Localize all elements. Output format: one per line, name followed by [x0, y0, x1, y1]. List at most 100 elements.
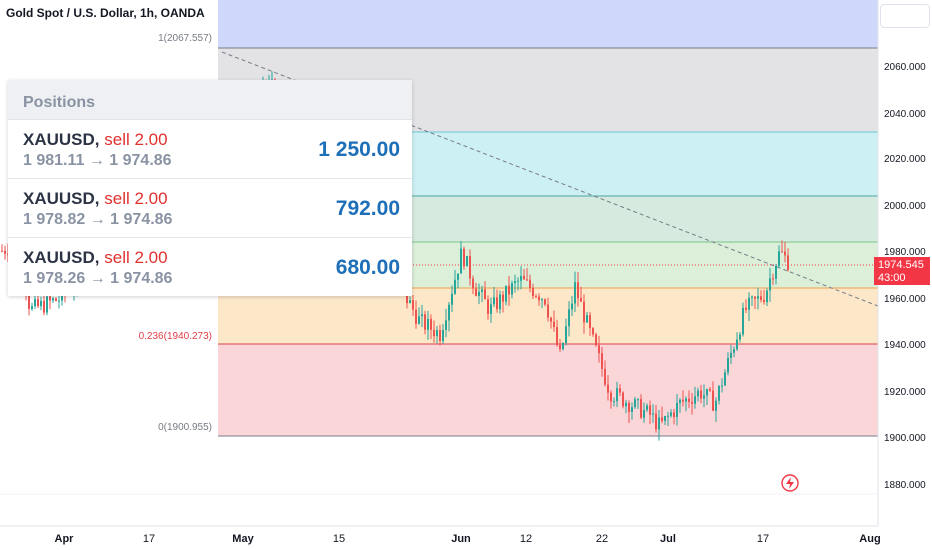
fib-label-top: 1(2067.557) — [158, 33, 212, 44]
position-symbol: XAUUSD — [23, 130, 95, 149]
candle-body — [577, 282, 579, 299]
position-prices: 1 981.11 → 1 974.86 — [23, 152, 172, 169]
candle-body — [484, 289, 486, 300]
position-label: XAUUSD, sell 2.00 — [23, 130, 168, 150]
price-scale[interactable]: 2060.000 2040.000 2020.000 2000.000 1980… — [884, 62, 926, 491]
time-label: May — [232, 533, 254, 545]
candle-body — [619, 388, 621, 393]
price-tick: 1920.000 — [884, 387, 926, 398]
price-tick: 1960.000 — [884, 294, 926, 305]
position-row[interactable]: XAUUSD, sell 2.00 1 981.11 → 1 974.86 1 … — [8, 120, 412, 179]
candle-body — [736, 339, 738, 350]
candle-body — [409, 300, 411, 304]
time-label: Jul — [660, 533, 676, 545]
candle-body — [688, 398, 690, 402]
candle-body — [49, 296, 51, 301]
candle-body — [34, 299, 36, 307]
candle-body — [1, 250, 3, 252]
candle-body — [415, 309, 417, 324]
candle-body — [499, 294, 501, 310]
candle-body — [562, 343, 564, 350]
candle-body — [781, 251, 783, 253]
candle-body — [766, 290, 768, 303]
candle-body — [460, 248, 462, 274]
candle-body — [454, 279, 456, 294]
candle-body — [433, 329, 435, 337]
position-row[interactable]: XAUUSD, sell 2.00 1 978.82 → 1 974.86 79… — [8, 179, 412, 238]
candle-body — [601, 353, 603, 369]
candle-body — [574, 282, 576, 304]
candle-body — [706, 389, 708, 396]
positions-header: Positions — [8, 80, 412, 120]
position-row[interactable]: XAUUSD, sell 2.00 1 978.26 → 1 974.86 68… — [8, 238, 412, 296]
candle-body — [418, 316, 420, 324]
time-label: Jun — [451, 533, 471, 545]
candle-body — [682, 399, 684, 402]
candle-body — [622, 392, 624, 407]
candle-body — [553, 321, 555, 328]
candle-body — [700, 390, 702, 399]
candle-body — [646, 405, 648, 410]
position-pl: 680.00 — [335, 256, 400, 279]
candle-body — [445, 320, 447, 330]
candle-body — [748, 297, 750, 310]
candle-body — [568, 309, 570, 327]
price-tick: 1940.000 — [884, 340, 926, 351]
candle-body — [475, 288, 477, 296]
candle-body — [751, 296, 753, 298]
candle-body — [694, 396, 696, 404]
candle-body — [514, 281, 516, 284]
candle-body — [733, 349, 735, 353]
candle-body — [607, 384, 609, 393]
candle-body — [739, 334, 741, 340]
candle-body — [784, 251, 786, 256]
candle-body — [37, 299, 39, 307]
price-tick: 2000.000 — [884, 201, 926, 212]
candle-body — [589, 315, 591, 329]
candle-body — [754, 296, 756, 299]
candle-body — [523, 275, 525, 280]
candle-body — [772, 278, 774, 280]
candle-body — [550, 317, 552, 322]
candle-body — [631, 407, 633, 412]
candle-body — [421, 314, 423, 317]
fib-band-top — [218, 0, 878, 48]
candle-body — [526, 279, 528, 281]
candle-body — [559, 345, 561, 350]
candle-body — [448, 304, 450, 321]
candle-body — [616, 388, 618, 402]
trend-line[interactable] — [221, 51, 879, 307]
price-tick: 1880.000 — [884, 480, 926, 491]
candle-body — [610, 392, 612, 402]
candle-body — [490, 304, 492, 314]
candle-body — [718, 386, 720, 401]
candle-body — [658, 417, 660, 430]
candle-body — [679, 399, 681, 403]
candle-body — [4, 250, 6, 254]
candle-body — [670, 412, 672, 416]
candle-body — [697, 390, 699, 397]
candle-body — [43, 300, 45, 313]
candle-body — [52, 298, 54, 301]
position-separator: , — [94, 189, 100, 208]
position-separator: , — [94, 248, 100, 267]
candle-body — [703, 395, 705, 399]
candle-body — [487, 299, 489, 314]
position-side: sell 2.00 — [104, 189, 168, 208]
candle-body — [406, 289, 408, 304]
top-right-control[interactable] — [880, 4, 930, 28]
candle-body — [583, 301, 585, 323]
candle-body — [769, 278, 771, 291]
candle-body — [655, 413, 657, 430]
time-axis[interactable]: Apr 17 May 15 Jun 12 22 Jul 17 Aug — [55, 533, 881, 545]
candle-body — [424, 314, 426, 330]
current-price-value: 1974.545 — [878, 259, 924, 271]
time-label: 22 — [596, 533, 608, 545]
candle-body — [472, 278, 474, 289]
candle-body — [634, 399, 636, 408]
candle-body — [724, 372, 726, 386]
candle-body — [661, 417, 663, 421]
candle-body — [520, 275, 522, 281]
candle-body — [436, 329, 438, 337]
lightning-icon[interactable] — [781, 474, 799, 492]
